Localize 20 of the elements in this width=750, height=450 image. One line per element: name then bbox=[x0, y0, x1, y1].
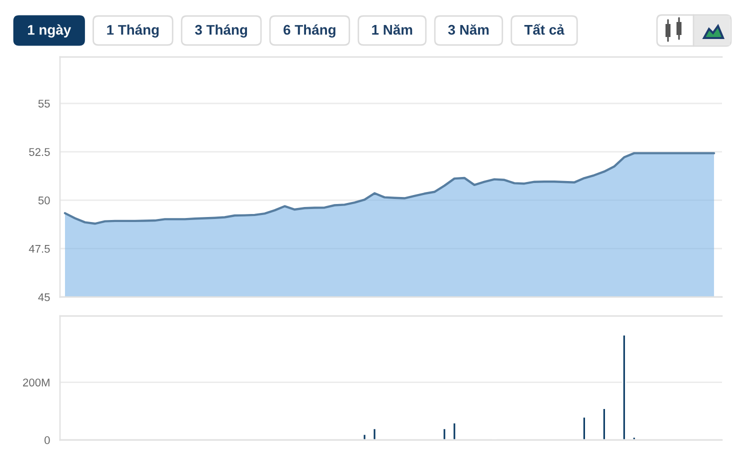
text: 3 Năm bbox=[448, 24, 489, 35]
y-tick-label: 55 bbox=[38, 100, 50, 108]
bar bbox=[442, 428, 447, 440]
y-tick-label: 0 bbox=[44, 436, 50, 444]
y-tick-label: 200M bbox=[23, 378, 50, 386]
y-tick-label: 47.5 bbox=[28, 244, 50, 253]
text: 1 ngày bbox=[28, 24, 72, 38]
y-tick-label: 52.5 bbox=[29, 148, 50, 156]
y-tick-label: 50 bbox=[38, 196, 50, 204]
bar bbox=[452, 422, 457, 440]
bar bbox=[362, 434, 367, 440]
text: 6 Tháng bbox=[284, 24, 336, 38]
bar bbox=[602, 408, 606, 440]
bar bbox=[622, 334, 626, 440]
text: 3 Tháng bbox=[195, 24, 248, 38]
text: 1 Tháng bbox=[107, 24, 159, 38]
y-tick-label: 45 bbox=[38, 293, 50, 302]
text: Tất cả bbox=[524, 24, 564, 35]
text: 1 Năm bbox=[372, 24, 412, 35]
bar bbox=[582, 416, 586, 440]
